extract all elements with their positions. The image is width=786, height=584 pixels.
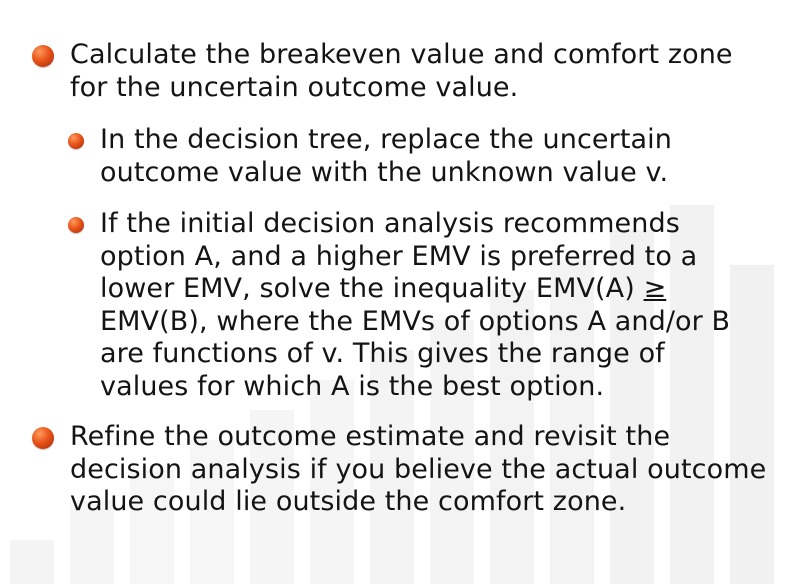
bullet-text: In the decision tree, replace the uncert…: [100, 124, 672, 188]
bullet-text: Calculate the breakeven value and comfor…: [70, 39, 733, 103]
bullet-text: If the initial decision analysis recomme…: [100, 208, 758, 403]
bullet-calculate-breakeven: Calculate the breakeven value and comfor…: [32, 39, 752, 104]
greater-equal-symbol: ≥: [643, 273, 667, 304]
inequality-text-before: If the initial decision analysis recomme…: [100, 208, 698, 304]
inequality-text-after: EMV(B), where the EMVs of options A and/…: [100, 305, 731, 402]
orange-bullet-icon: [68, 217, 84, 233]
bullet-text: Refine the outcome estimate and revisit …: [70, 421, 767, 517]
bullet-solve-inequality: If the initial decision analysis recomme…: [68, 208, 758, 403]
orange-bullet-icon: [32, 45, 54, 67]
orange-bullet-icon: [32, 427, 54, 449]
bullet-refine-estimate: Refine the outcome estimate and revisit …: [32, 421, 772, 519]
orange-bullet-icon: [68, 133, 84, 149]
bullet-replace-outcome: In the decision tree, replace the uncert…: [68, 124, 708, 189]
